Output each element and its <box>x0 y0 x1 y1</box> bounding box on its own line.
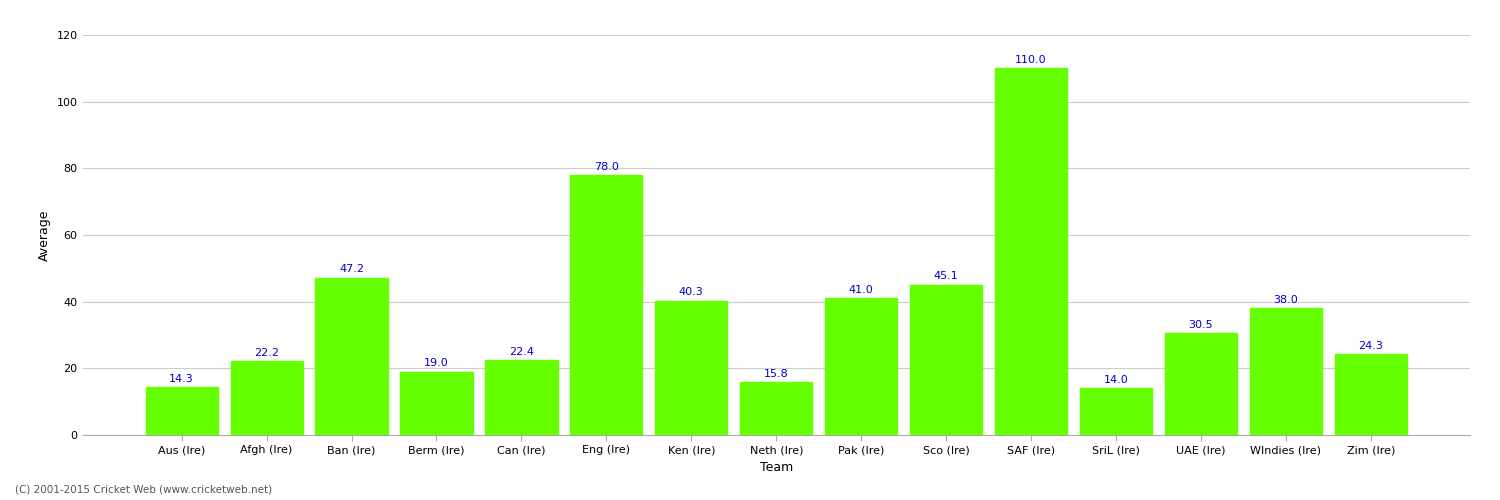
Bar <box>1250 308 1322 435</box>
Text: 110.0: 110.0 <box>1016 55 1047 65</box>
Text: 14.3: 14.3 <box>170 374 194 384</box>
Text: 47.2: 47.2 <box>339 264 364 274</box>
Bar <box>1335 354 1407 435</box>
Bar <box>740 382 813 435</box>
Bar <box>231 361 303 435</box>
Bar <box>825 298 897 435</box>
Bar <box>994 68 1066 435</box>
Text: 15.8: 15.8 <box>764 369 789 379</box>
Bar <box>910 284 982 435</box>
Y-axis label: Average: Average <box>38 209 51 261</box>
Text: 30.5: 30.5 <box>1188 320 1214 330</box>
Text: (C) 2001-2015 Cricket Web (www.cricketweb.net): (C) 2001-2015 Cricket Web (www.cricketwe… <box>15 485 272 495</box>
X-axis label: Team: Team <box>759 461 794 474</box>
Text: 22.4: 22.4 <box>509 347 534 357</box>
Text: 45.1: 45.1 <box>934 272 958 281</box>
Bar <box>1080 388 1152 435</box>
Text: 38.0: 38.0 <box>1274 295 1299 305</box>
Text: 14.0: 14.0 <box>1104 375 1128 385</box>
Text: 78.0: 78.0 <box>594 162 619 172</box>
Bar <box>570 175 642 435</box>
Text: 19.0: 19.0 <box>424 358 448 368</box>
Text: 40.3: 40.3 <box>680 288 703 298</box>
Bar <box>656 300 728 435</box>
Bar <box>1166 334 1238 435</box>
Bar <box>146 388 218 435</box>
Text: 24.3: 24.3 <box>1359 340 1383 350</box>
Text: 22.2: 22.2 <box>254 348 279 358</box>
Text: 41.0: 41.0 <box>849 285 873 295</box>
Bar <box>486 360 558 435</box>
Bar <box>400 372 472 435</box>
Bar <box>315 278 387 435</box>
